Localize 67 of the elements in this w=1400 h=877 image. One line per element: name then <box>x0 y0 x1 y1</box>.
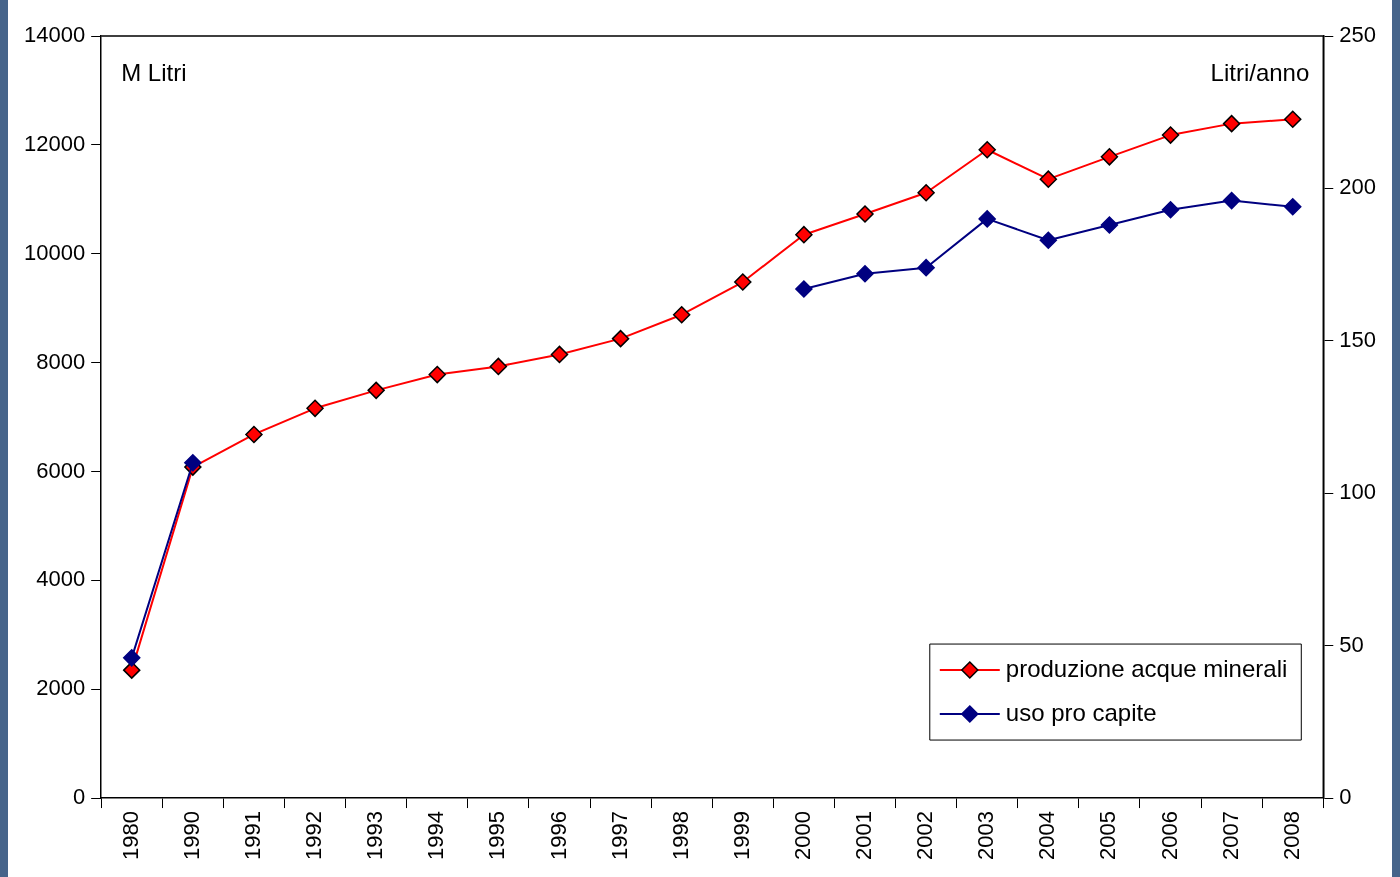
point <box>1222 191 1241 210</box>
y2-tick-label: 150 <box>1339 326 1377 352</box>
y-tick-label: 12000 <box>23 130 86 156</box>
y-tick-label: 14000 <box>23 22 86 48</box>
point <box>978 210 996 228</box>
legend-label: uso pro capite <box>1005 698 1157 726</box>
point <box>1283 110 1302 129</box>
point <box>856 265 874 283</box>
x-tick-label: 1995 <box>484 811 510 861</box>
x-tick-label: 2000 <box>789 811 815 861</box>
y-tick-label: 0 <box>72 784 86 810</box>
x-tick-label: 1998 <box>667 811 693 861</box>
point <box>795 225 813 244</box>
x-tick-label: 1997 <box>606 811 632 861</box>
point <box>917 258 935 277</box>
point <box>917 184 935 202</box>
x-tick-label: 2008 <box>1278 811 1304 861</box>
point <box>306 399 324 418</box>
point <box>428 365 447 384</box>
legend-label: produzione acque minerali <box>1005 654 1288 682</box>
point <box>1100 148 1119 166</box>
y2-tick-label: 50 <box>1339 631 1364 657</box>
point <box>1161 201 1180 219</box>
y-tick-label: 10000 <box>23 239 86 265</box>
x-tick-label: 1980 <box>117 811 143 861</box>
y2-tick-label: 200 <box>1339 174 1377 200</box>
y-axis-title: M Litri <box>121 58 187 86</box>
x-tick-label: 2004 <box>1034 811 1060 861</box>
x-tick-label: 1991 <box>240 811 265 861</box>
y-tick-label: 4000 <box>36 566 86 592</box>
x-tick-label: 2003 <box>973 811 999 861</box>
point <box>734 273 752 291</box>
point <box>1222 114 1241 133</box>
point <box>978 141 996 159</box>
x-tick-label: 1993 <box>362 811 388 861</box>
point <box>795 280 813 298</box>
x-tick-label: 1994 <box>423 811 449 861</box>
point <box>1161 126 1180 144</box>
point <box>856 205 874 223</box>
point <box>1039 231 1058 249</box>
point <box>1100 216 1119 234</box>
x-tick-label: 1990 <box>178 811 204 861</box>
x-tick-label: 1999 <box>728 811 754 861</box>
x-tick-label: 2007 <box>1217 811 1243 861</box>
x-tick-label: 2005 <box>1095 811 1121 861</box>
y2-axis-title: Litri/anno <box>1210 58 1310 86</box>
x-tick-label: 2002 <box>912 811 938 861</box>
x-tick-label: 2006 <box>1156 811 1182 861</box>
point <box>122 649 141 667</box>
point <box>245 425 263 444</box>
point <box>489 357 508 376</box>
point <box>611 329 630 348</box>
point <box>672 305 691 324</box>
y-tick-label: 2000 <box>36 675 86 701</box>
y2-tick-label: 0 <box>1339 784 1352 810</box>
point <box>1283 197 1302 216</box>
y2-tick-label: 250 <box>1339 22 1377 48</box>
x-tick-label: 1992 <box>301 811 327 861</box>
x-tick-label: 2001 <box>851 811 877 861</box>
y-tick-label: 6000 <box>36 457 86 483</box>
point <box>550 345 569 364</box>
y-tick-label: 8000 <box>36 348 86 374</box>
point <box>184 454 202 472</box>
point <box>1039 170 1058 188</box>
y2-tick-label: 100 <box>1339 479 1377 505</box>
x-tick-label: 1996 <box>545 811 571 861</box>
point <box>367 381 385 400</box>
